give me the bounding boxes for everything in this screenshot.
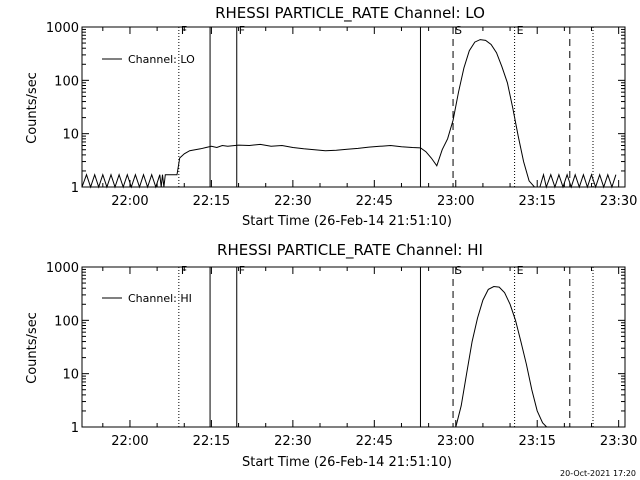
y-tick-label: 100: [54, 314, 79, 329]
x-tick-label: 23:00: [437, 434, 474, 449]
x-tick-label: 22:30: [274, 194, 311, 209]
legend-label-hi: Channel: HI: [128, 292, 192, 305]
x-axis-label-hi: Start Time (26-Feb-14 21:51:10): [242, 455, 452, 470]
x-tick-label: 23:00: [437, 194, 474, 209]
plot-frame-lo: [81, 26, 626, 188]
x-tick-label: 23:15: [518, 194, 555, 209]
y-tick-label: 1: [71, 421, 79, 436]
legend-label-lo: Channel: LO: [128, 53, 195, 66]
x-tick-label: 23:15: [518, 434, 555, 449]
footer-timestamp: 20-Oct-2021 17:20: [560, 469, 636, 478]
event-marker-label: S: [455, 24, 462, 37]
event-marker-label: S: [455, 264, 462, 277]
event-marker-label: F: [239, 264, 245, 277]
event-marker-label: F: [181, 264, 187, 277]
y-tick-label: 1000: [46, 261, 79, 276]
ticks-lo: 22:00 22:15 22:30 22:45 23:00 23:15 23:30 1 10 10…: [46, 21, 637, 209]
x-axis-label-lo: Start Time (26-Feb-14 21:51:10): [242, 214, 452, 229]
plot-frame-hi: [81, 266, 626, 428]
x-tick-label: 23:30: [600, 194, 637, 209]
y-tick-label: 1: [71, 181, 79, 196]
y-tick-label: 100: [54, 74, 79, 89]
panel-hi: RHESSI PARTICLE_RATE Channel: HI Start T…: [25, 241, 637, 470]
ticks-hi: 22:00 22:15 22:30 22:45 23:00 23:15 23:30 1 10 10…: [46, 261, 637, 449]
series-hi: [455, 285, 548, 428]
event-marker-label: E: [517, 264, 524, 277]
x-tick-label: 22:30: [274, 434, 311, 449]
panel-lo: RHESSI PARTICLE_RATE Channel: LO Start T…: [25, 4, 637, 229]
event-marker-label: F: [239, 24, 245, 37]
x-tick-label: 22:00: [111, 434, 148, 449]
x-tick-label: 22:15: [193, 194, 230, 209]
x-tick-label: 22:00: [111, 194, 148, 209]
series-line-hi: [455, 285, 548, 428]
x-tick-label: 23:30: [600, 434, 637, 449]
x-tick-label: 22:15: [193, 434, 230, 449]
event-marker-label: E: [517, 24, 524, 37]
chart-title-hi: RHESSI PARTICLE_RATE Channel: HI: [217, 241, 483, 260]
y-axis-label-lo: Counts/sec: [25, 72, 40, 144]
y-tick-label: 1000: [46, 21, 79, 36]
y-axis-label-hi: Counts/sec: [25, 312, 40, 384]
x-tick-label: 22:45: [356, 434, 393, 449]
x-tick-label: 22:45: [356, 194, 393, 209]
chart-title-lo: RHESSI PARTICLE_RATE Channel: LO: [215, 4, 485, 23]
event-marker-label: F: [181, 24, 187, 37]
y-tick-label: 10: [62, 368, 79, 383]
y-tick-label: 10: [62, 128, 79, 143]
